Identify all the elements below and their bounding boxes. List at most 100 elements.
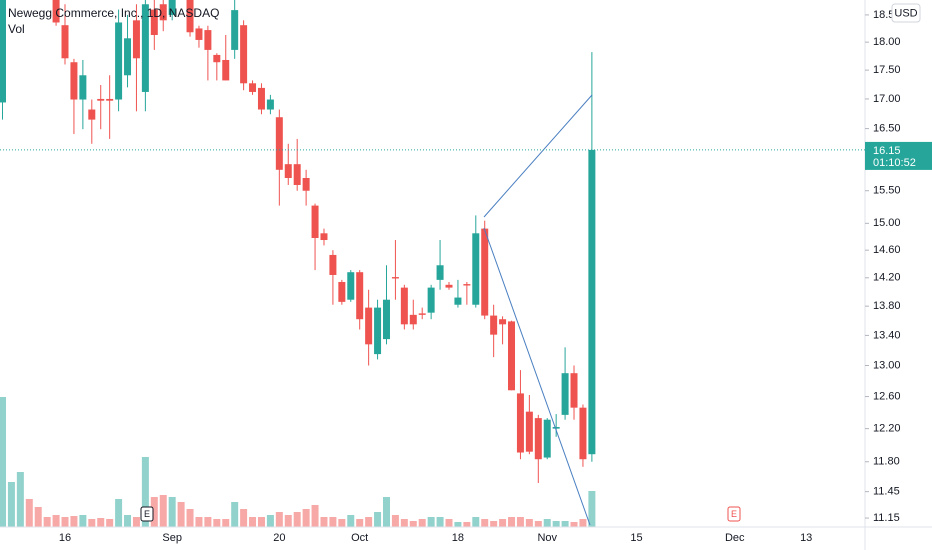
volume-bar (445, 519, 453, 527)
volume-bar (70, 516, 78, 527)
candle-body (382, 299, 390, 340)
volume-bar (436, 517, 444, 527)
candle-body (338, 281, 346, 302)
candle-body (240, 25, 248, 84)
x-tick-label: Oct (351, 532, 368, 544)
y-tick-label: 15.00 (873, 217, 901, 229)
volume-bar (356, 519, 364, 527)
volume-bar (249, 517, 257, 527)
volume-bar (534, 521, 542, 527)
candle-body (356, 272, 364, 320)
event-marker[interactable] (727, 506, 741, 522)
volume-bar (365, 517, 373, 527)
y-tick-label: 11.80 (873, 456, 900, 468)
y-tick-label: 17.00 (873, 93, 901, 105)
countdown-label: 01:10:52 (873, 157, 916, 169)
candle-body (213, 54, 221, 63)
candle-body (195, 28, 203, 40)
candle-body (400, 287, 408, 325)
candle-body (481, 228, 489, 316)
x-tick-label: 18 (452, 532, 464, 544)
volume-bar (579, 519, 587, 527)
candle-body (311, 205, 319, 238)
candle-body (97, 98, 105, 101)
y-tick-label: 12.20 (873, 423, 901, 435)
candle-body (275, 117, 283, 170)
candle-body (543, 419, 551, 458)
event-marker[interactable] (140, 506, 154, 522)
volume-bar (97, 518, 105, 527)
x-tick-label: 13 (800, 532, 812, 544)
volume-bar (168, 497, 176, 527)
volume-bar (7, 482, 15, 527)
candle-body (124, 38, 132, 76)
volume-bar (561, 521, 569, 527)
volume-bar (382, 497, 390, 527)
volume-bar (0, 397, 6, 527)
y-tick-label: 13.40 (873, 329, 901, 341)
volume-bar (34, 507, 42, 527)
volume-bar (213, 519, 221, 527)
candle-body (499, 319, 507, 325)
trend-line (483, 94, 593, 218)
candle-body (445, 284, 453, 288)
volume-bar (409, 521, 417, 527)
volume-bar (338, 519, 346, 527)
volume-bar (106, 519, 114, 527)
volume-bar (25, 499, 33, 527)
y-tick-label: 13.80 (873, 300, 901, 312)
volume-bar (525, 519, 533, 527)
candle-body (516, 393, 524, 453)
volume-bar (141, 457, 149, 527)
volume-bar (79, 515, 87, 527)
event-label: E (144, 509, 150, 519)
volume-bar (481, 519, 489, 527)
candle-body (374, 307, 382, 355)
candle-body (561, 373, 569, 415)
volume-bar (570, 522, 578, 527)
x-tick-label: Sep (162, 532, 182, 544)
candle-body (52, 0, 60, 23)
event-label: E (731, 509, 737, 519)
x-tick-label: Dec (725, 532, 745, 544)
y-tick-label: 11.15 (873, 512, 900, 524)
candle-body (365, 307, 373, 345)
volume-bar (454, 522, 462, 527)
volume-bar (43, 517, 51, 527)
volume-bar (543, 519, 551, 527)
volume-bar (150, 497, 158, 527)
candle-body (320, 233, 328, 241)
candle-body (409, 314, 417, 325)
candle-body (168, 0, 176, 15)
y-tick-label: 16.50 (873, 123, 901, 135)
y-tick-label: 18.00 (873, 36, 901, 48)
candle-body (79, 75, 87, 100)
candle-body (231, 10, 239, 50)
volume-bar (204, 517, 212, 527)
volume-bar (257, 517, 265, 527)
x-tick-label: Nov (537, 532, 557, 544)
y-tick-label: 17.50 (873, 64, 901, 76)
volume-bar (16, 472, 24, 527)
volume-bar (284, 515, 292, 527)
candle-body (88, 109, 96, 120)
volume-bar (52, 515, 60, 527)
y-tick-label: 12.60 (873, 390, 901, 402)
candle-body (141, 4, 149, 92)
candle-body (293, 164, 301, 185)
candle-body (454, 297, 462, 305)
volume-bar (347, 515, 355, 527)
volume-bar (61, 517, 69, 527)
candle-body (222, 59, 230, 81)
candle-body (186, 0, 194, 33)
last-price-box (865, 141, 932, 170)
candle-body (579, 407, 587, 460)
candle-body (249, 83, 257, 92)
volume-bar (177, 502, 185, 527)
candle-body (588, 149, 596, 455)
candle-body (552, 426, 560, 429)
currency-box[interactable] (891, 3, 921, 23)
y-tick-label: 14.20 (873, 272, 901, 284)
volume-bar (115, 499, 123, 527)
